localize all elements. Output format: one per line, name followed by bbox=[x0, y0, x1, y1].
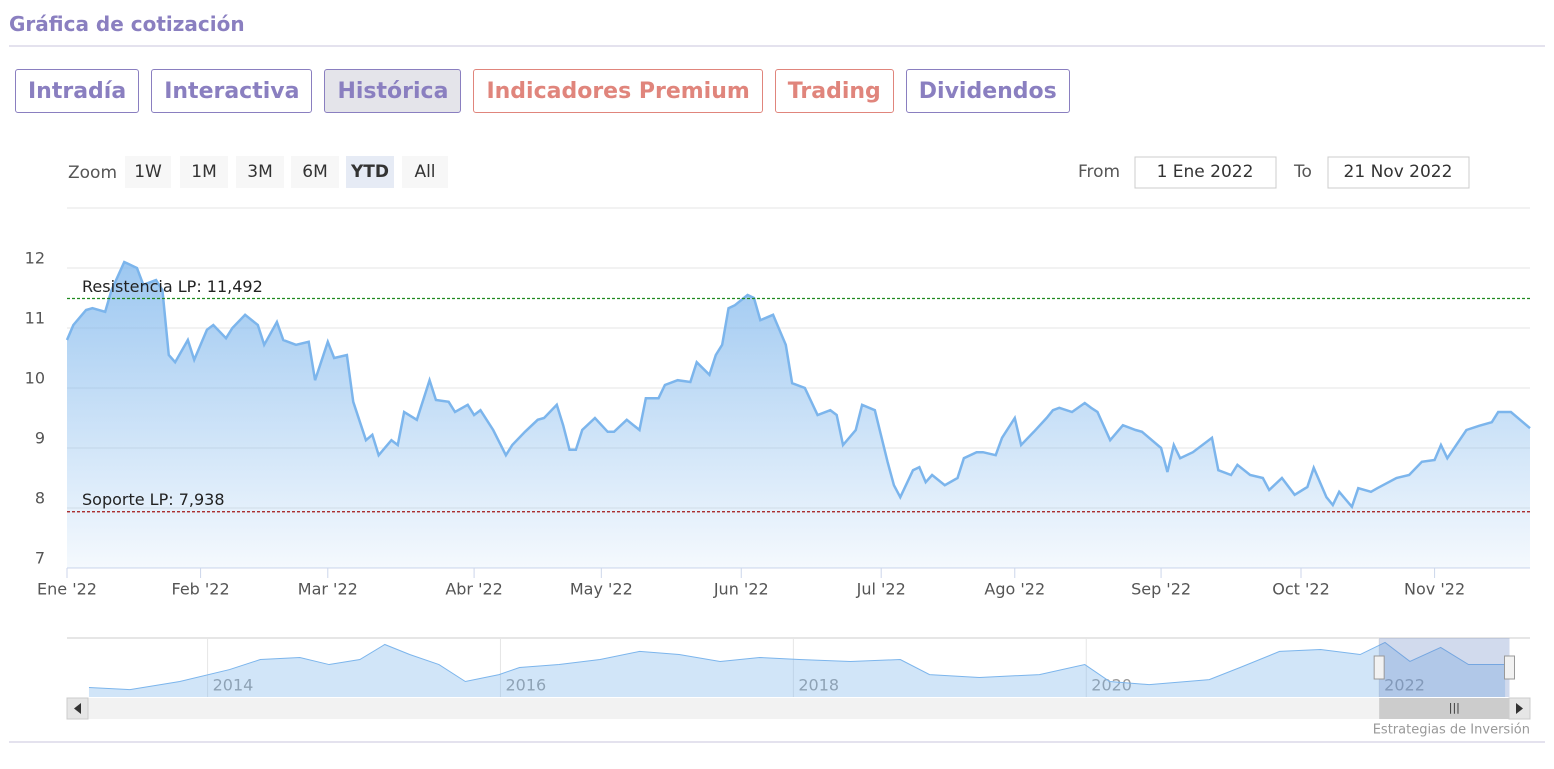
navigator-area bbox=[88, 642, 1506, 697]
zoom-button[interactable] bbox=[125, 156, 171, 188]
tab[interactable]: Histórica bbox=[324, 69, 462, 113]
x-tick-label: Ago '22 bbox=[984, 580, 1045, 599]
tab[interactable]: Trading bbox=[774, 69, 894, 113]
arrow bbox=[1516, 703, 1523, 714]
x-tick-label: Nov '22 bbox=[1404, 580, 1465, 599]
y-tick-label: 7 bbox=[35, 549, 45, 568]
y-tick-label: 10 bbox=[25, 369, 45, 388]
y-tick-label: 9 bbox=[35, 429, 45, 448]
zoom-button[interactable] bbox=[402, 156, 448, 188]
credits: Estrategias de Inversión bbox=[1373, 723, 1530, 738]
plot-line-label: Soporte LP: 7,938 bbox=[82, 490, 225, 509]
x-tick-label: Sep '22 bbox=[1131, 580, 1191, 599]
navigator-tick-label: 2016 bbox=[505, 676, 546, 695]
x-tick-label: Abr '22 bbox=[445, 580, 503, 599]
tab[interactable]: Dividendos bbox=[905, 69, 1070, 113]
arrow bbox=[74, 703, 81, 714]
navigator-line bbox=[88, 641, 1506, 691]
date-input[interactable] bbox=[1327, 156, 1470, 189]
zoom-label: Zoom bbox=[68, 163, 117, 183]
zoom-button-label[interactable]: 1M bbox=[191, 162, 216, 182]
price-line bbox=[65, 260, 1531, 510]
x-tick-label: May '22 bbox=[570, 580, 633, 599]
scrollbar-track bbox=[67, 698, 1530, 719]
from-date[interactable]: 1 Ene 2022 bbox=[1157, 162, 1254, 182]
zoom-button-label[interactable]: 6M bbox=[302, 162, 327, 182]
scrollbar-grip: ||| bbox=[1449, 701, 1460, 714]
navigator-tick-label: 2020 bbox=[1091, 676, 1132, 695]
x-tick-label: Mar '22 bbox=[298, 580, 358, 599]
y-tick-label: 11 bbox=[25, 309, 45, 328]
x-tick-label: Oct '22 bbox=[1272, 580, 1330, 599]
zoom-button-label[interactable]: YTD bbox=[350, 162, 389, 182]
zoom-button-label[interactable]: 3M bbox=[247, 162, 272, 182]
y-tick-label: 8 bbox=[35, 489, 45, 508]
x-tick-label: Jul '22 bbox=[856, 580, 906, 599]
from-label: From bbox=[1078, 162, 1120, 182]
navigator-handle[interactable] bbox=[1503, 655, 1515, 680]
zoom-button[interactable] bbox=[236, 156, 284, 188]
x-tick-label: Jun '22 bbox=[713, 580, 769, 599]
tab[interactable]: Intradía bbox=[15, 69, 140, 113]
tab[interactable]: Indicadores Premium bbox=[473, 69, 763, 113]
zoom-button[interactable] bbox=[180, 156, 228, 188]
date-input[interactable] bbox=[1134, 156, 1277, 189]
tab[interactable]: Interactiva bbox=[151, 69, 313, 113]
area bbox=[67, 262, 1530, 568]
to-label: To bbox=[1293, 162, 1312, 182]
zoom-button-label[interactable]: 1W bbox=[134, 162, 162, 182]
navigator-tick-label: 2014 bbox=[213, 676, 254, 695]
x-tick-label: Ene '22 bbox=[37, 580, 97, 599]
x-tick-label: Feb '22 bbox=[171, 580, 229, 599]
tab-bar: Intradía Interactiva Histórica Indicadores … bbox=[15, 69, 1070, 113]
navigator-selection bbox=[1379, 638, 1510, 697]
y-tick-label: 12 bbox=[25, 249, 45, 268]
page-title: Gráfica de cotización bbox=[9, 12, 245, 36]
navigator-tick-label: 2022 bbox=[1384, 676, 1425, 695]
zoom-button-label[interactable]: All bbox=[414, 162, 435, 182]
zoom-button[interactable] bbox=[346, 156, 394, 188]
to-date[interactable]: 21 Nov 2022 bbox=[1344, 162, 1453, 182]
scrollbar-thumb[interactable] bbox=[1379, 698, 1531, 719]
zoom-button[interactable] bbox=[291, 156, 339, 188]
navigator-tick-label: 2018 bbox=[798, 676, 839, 695]
plot-line-label: Resistencia LP: 11,492 bbox=[82, 277, 263, 296]
navigator-handle[interactable] bbox=[1373, 655, 1385, 680]
